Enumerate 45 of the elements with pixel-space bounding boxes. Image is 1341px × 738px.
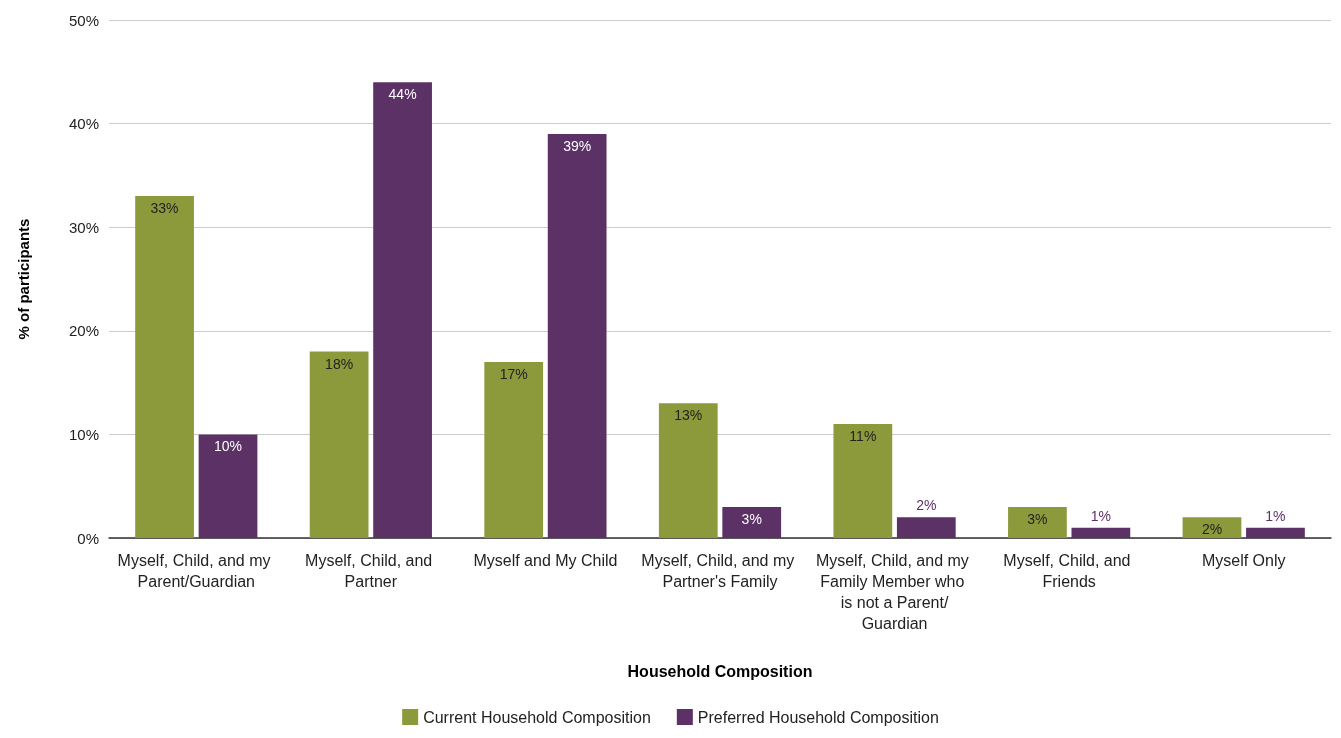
- y-tick-label: 20%: [68, 322, 99, 340]
- y-tick-label: 30%: [68, 218, 99, 236]
- bar: [896, 517, 956, 538]
- x-tick-label: Myself, Child, and Friends: [1003, 552, 1135, 590]
- bar: [309, 351, 369, 538]
- data-label: 3%: [1027, 510, 1048, 527]
- data-label: 33%: [150, 200, 179, 217]
- legend-label: Preferred Household Composition: [697, 708, 939, 726]
- data-label: 11%: [849, 428, 877, 445]
- bar: [658, 403, 718, 538]
- bar: [1071, 527, 1131, 538]
- x-tick-label: Myself, Child, and Partner: [305, 552, 437, 590]
- y-axis-title: % of participants: [15, 218, 32, 340]
- data-label: 2%: [1201, 521, 1223, 538]
- data-label: 13%: [674, 407, 703, 424]
- y-tick-label: 50%: [68, 11, 99, 29]
- data-label: 1%: [1090, 507, 1111, 524]
- bar: [1246, 527, 1305, 538]
- y-tick-label: 10%: [68, 425, 99, 443]
- bar: [1008, 506, 1067, 538]
- data-label: 44%: [388, 86, 417, 103]
- bar: [1182, 517, 1242, 538]
- x-tick-label: Myself, Child, and my Parent/Guardian: [117, 552, 275, 590]
- legend-label: Current Household Composition: [423, 708, 651, 726]
- data-label: 2%: [916, 497, 937, 514]
- y-tick-label: 0%: [77, 529, 99, 547]
- bar: [135, 196, 194, 538]
- bar: [547, 133, 607, 538]
- data-label: 3%: [741, 510, 762, 527]
- bar: [198, 434, 258, 538]
- data-label: 18%: [325, 355, 354, 372]
- data-label: 17%: [499, 365, 528, 382]
- bar: [722, 506, 782, 538]
- data-label: 10%: [214, 438, 243, 455]
- x-axis-title: Household Composition: [627, 662, 813, 680]
- bar: [373, 82, 432, 538]
- x-tick-label: Myself, Child, and my Family Member who is not a Parent/Guardian: [815, 552, 974, 632]
- x-tick-label: Myself, Child, and my Partner's Family: [641, 552, 799, 590]
- bar: [484, 361, 544, 538]
- data-label: 1%: [1265, 507, 1286, 524]
- data-label: 39%: [563, 137, 592, 154]
- x-tick-label: Myself Only: [1201, 552, 1286, 569]
- x-tick-label: Myself and My Child: [473, 552, 618, 569]
- y-tick-label: 40%: [68, 115, 99, 133]
- bar: [833, 424, 893, 538]
